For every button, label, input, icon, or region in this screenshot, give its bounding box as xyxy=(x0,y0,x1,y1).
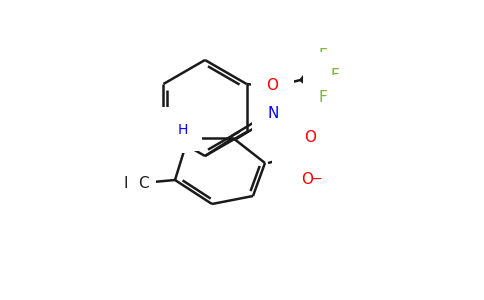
Text: F: F xyxy=(330,68,339,82)
Text: H: H xyxy=(178,123,188,137)
Text: −: − xyxy=(310,172,322,186)
Text: F: F xyxy=(318,91,327,106)
Text: F: F xyxy=(318,49,327,64)
Text: 3: 3 xyxy=(133,182,139,192)
Text: N: N xyxy=(267,106,279,121)
Text: N: N xyxy=(166,122,178,137)
Text: O: O xyxy=(301,172,313,187)
Text: +: + xyxy=(295,142,305,155)
Text: O: O xyxy=(304,130,316,146)
Text: O: O xyxy=(267,79,279,94)
Text: H: H xyxy=(123,176,135,190)
Text: C: C xyxy=(137,176,148,190)
Text: N: N xyxy=(287,148,299,164)
